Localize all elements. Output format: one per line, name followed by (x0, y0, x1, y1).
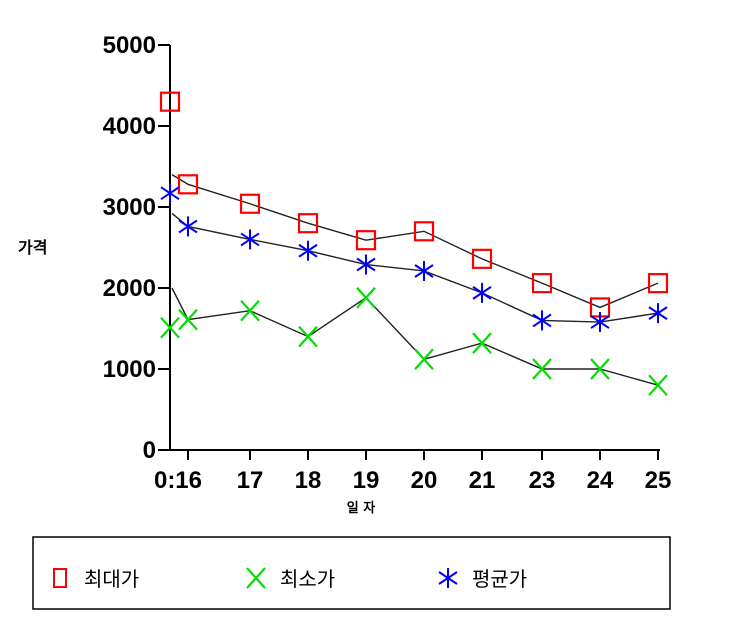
y-axis-ticks: 0 1000 2000 3000 4000 5000 (103, 32, 170, 464)
x-tick-label: 24 (587, 467, 614, 494)
data-point (239, 193, 261, 214)
y-tick-label: 5000 (103, 32, 156, 59)
data-point (160, 316, 180, 339)
series-3 (160, 183, 668, 333)
data-point (240, 229, 260, 250)
x-axis-title: 일 자 (347, 501, 375, 516)
legend-label: 최대가 (84, 567, 139, 591)
x-tick-label: 0:16 (154, 467, 202, 494)
x-tick-label: 17 (237, 467, 264, 494)
legend-entry-1: 최대가 (53, 567, 139, 591)
x-tick-label: 19 (353, 467, 380, 494)
legend-box (32, 536, 671, 610)
data-point (414, 260, 434, 281)
legend: 최대가 최소가 평균가 (32, 536, 671, 610)
legend-entry-2: 최소가 (246, 567, 335, 591)
data-point (472, 282, 492, 303)
data-point (413, 221, 435, 242)
data-point (647, 273, 669, 294)
x-tick-label: 21 (469, 467, 496, 494)
series-line (171, 287, 659, 386)
data-point (355, 230, 377, 251)
data-point (648, 374, 668, 396)
series-line (171, 212, 659, 323)
data-point (590, 358, 610, 380)
data-point (471, 248, 493, 269)
x-tick-label: 23 (529, 467, 556, 494)
data-point (298, 240, 318, 261)
legend-marker (53, 568, 67, 588)
x-axis-ticks: 0:16 17 18 19 20 21 23 24 25 (154, 450, 671, 494)
x-tick-label: 18 (295, 467, 322, 494)
data-point (298, 325, 318, 348)
y-tick-label: 4000 (103, 113, 156, 140)
legend-label: 평균가 (472, 567, 527, 591)
y-tick-label: 2000 (103, 275, 156, 302)
data-point (160, 183, 180, 204)
y-axis-title: 가격 (18, 238, 47, 257)
data-point (178, 216, 198, 237)
data-point (472, 332, 492, 354)
data-point (159, 91, 181, 112)
data-point (532, 358, 552, 380)
data-point (532, 310, 552, 331)
data-point (648, 303, 668, 324)
x-tick-label: 25 (645, 467, 672, 494)
series-1 (159, 91, 669, 318)
data-point (178, 308, 198, 331)
y-tick-label: 0 (143, 437, 156, 464)
data-point (356, 254, 376, 275)
legend-label: 최소가 (280, 567, 335, 591)
series-2 (160, 286, 668, 396)
y-tick-label: 1000 (103, 356, 156, 383)
data-point (297, 213, 319, 234)
x-tick-label: 20 (411, 467, 438, 494)
data-point (356, 286, 376, 309)
legend-marker (246, 567, 266, 589)
legend-entry-3: 평균가 (438, 567, 527, 591)
data-point (414, 348, 434, 371)
data-point (240, 299, 260, 322)
axes (169, 45, 660, 451)
y-tick-label: 3000 (103, 194, 156, 221)
series-line (171, 174, 659, 309)
data-point (531, 273, 553, 294)
data-point (177, 174, 199, 195)
legend-marker (438, 568, 458, 588)
data-point (590, 312, 610, 333)
series-layer (159, 91, 669, 396)
